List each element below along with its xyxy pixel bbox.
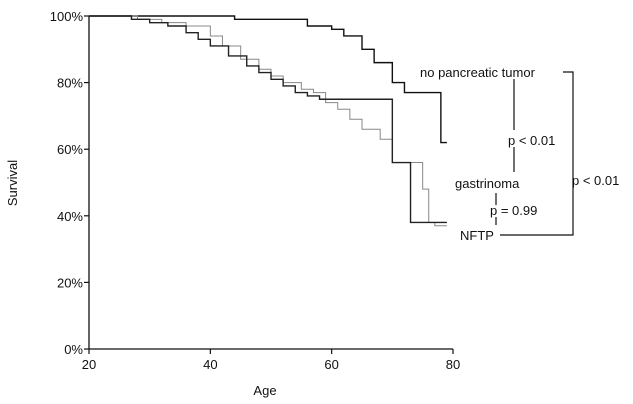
- y-tick-label: 100%: [50, 9, 84, 24]
- label-p-middle: p = 0.99: [490, 203, 537, 218]
- y-axis-title: Survival: [5, 160, 20, 206]
- series-line-nftp: [89, 15, 447, 224]
- series-line-gastrinoma: [89, 15, 447, 227]
- label-nftp: NFTP: [460, 228, 494, 243]
- x-tick-label: 80: [446, 357, 460, 372]
- series-line-no-pancreatic-tumor: [89, 15, 447, 144]
- label-p-top: p < 0.01: [508, 133, 555, 148]
- y-tick-label: 0%: [64, 342, 83, 357]
- label-p-right: p < 0.01: [572, 173, 619, 188]
- x-axis-ticks: 20 40 60 80: [82, 349, 460, 372]
- label-gastrinoma: gastrinoma: [455, 176, 520, 191]
- y-tick-label: 40%: [57, 209, 83, 224]
- annotation-brackets: [495, 71, 574, 236]
- series-layer: [89, 15, 447, 227]
- bracket-top: [500, 71, 574, 236]
- y-tick-label: 60%: [57, 142, 83, 157]
- x-tick-label: 60: [324, 357, 338, 372]
- y-axis-ticks: 0% 20% 40% 60% 80% 100%: [50, 9, 89, 357]
- x-tick-label: 20: [82, 357, 96, 372]
- y-tick-label: 80%: [57, 76, 83, 91]
- x-tick-label: 40: [203, 357, 217, 372]
- y-tick-label: 20%: [57, 275, 83, 290]
- x-axis-title: Age: [253, 383, 276, 398]
- label-no-pancreatic-tumor: no pancreatic tumor: [420, 65, 536, 80]
